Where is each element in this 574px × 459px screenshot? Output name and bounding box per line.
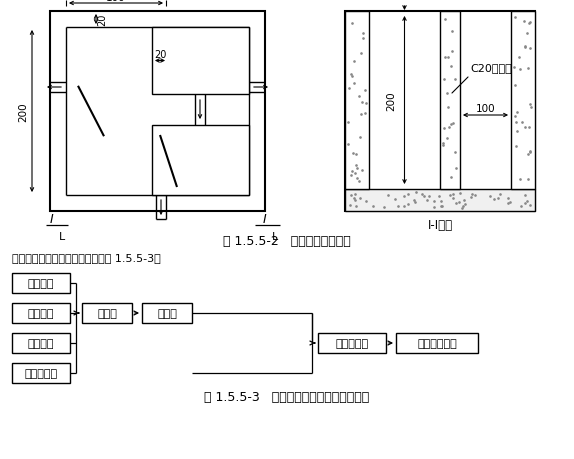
Bar (152, 126, 249, 196)
Text: 100: 100 (106, 0, 126, 3)
Text: 20: 20 (97, 14, 107, 26)
Text: 市政排水管道: 市政排水管道 (417, 338, 457, 348)
Bar (12, 303, 70, 323)
Text: I: I (263, 213, 267, 226)
Text: 施工地面排水系统的水流走向见图 1.5.5-3。: 施工地面排水系统的水流走向见图 1.5.5-3。 (12, 252, 161, 263)
Bar (345, 190, 535, 212)
Bar (152, 28, 249, 95)
Bar (82, 303, 132, 323)
Text: 洗车槽污水: 洗车槽污水 (25, 368, 57, 378)
Text: 基坑明水: 基坑明水 (28, 338, 55, 348)
Bar (12, 274, 70, 293)
Text: L: L (272, 231, 278, 241)
Text: L: L (59, 231, 65, 241)
Text: 三级沉淀池: 三级沉淀池 (335, 338, 369, 348)
Bar (440, 12, 460, 190)
Bar (142, 303, 192, 323)
Bar (318, 333, 386, 353)
Text: 基坑降水: 基坑降水 (28, 308, 55, 318)
Bar (345, 12, 369, 190)
Text: I-I剖面: I-I剖面 (428, 219, 452, 232)
Text: 200: 200 (18, 102, 28, 122)
Text: 图 1.5.5-2   沉淀池结构示意图: 图 1.5.5-2 沉淀池结构示意图 (223, 235, 351, 248)
Text: 20: 20 (154, 50, 166, 61)
Text: 排水沟: 排水沟 (97, 308, 117, 318)
Text: C20混凝土: C20混凝土 (470, 63, 512, 73)
Text: 沉砂池: 沉砂池 (157, 308, 177, 318)
Bar (396, 333, 478, 353)
Bar (511, 12, 535, 190)
Text: 图 1.5.5-3   地面排水系统水流走向示意图: 图 1.5.5-3 地面排水系统水流走向示意图 (204, 391, 370, 403)
Bar (50, 12, 265, 212)
Bar (12, 363, 70, 383)
Text: I: I (50, 213, 54, 226)
Text: 100: 100 (476, 104, 495, 114)
Bar (345, 12, 535, 212)
Text: 200: 200 (386, 91, 397, 111)
Bar (12, 333, 70, 353)
Text: 地表雨水: 地表雨水 (28, 279, 55, 288)
